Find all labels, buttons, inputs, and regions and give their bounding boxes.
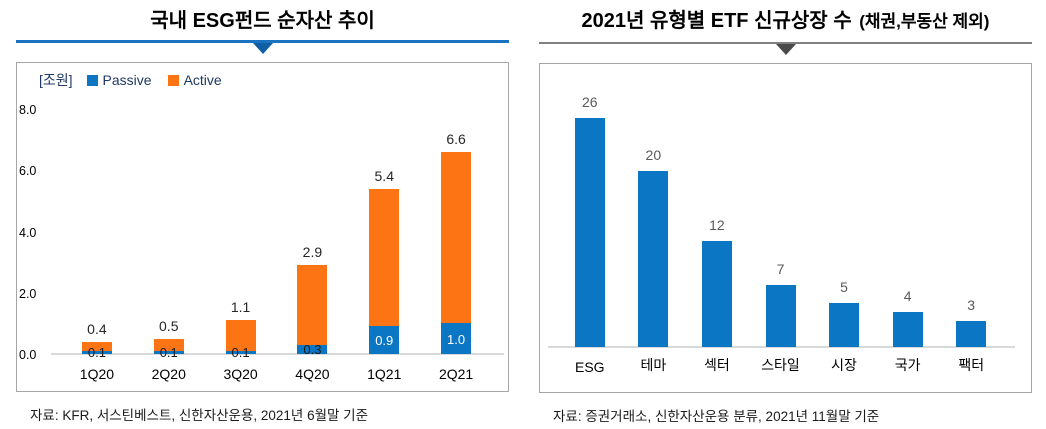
total-label: 5.4 <box>374 167 394 184</box>
left-panel: 국내 ESG펀드 순자산 추이 [조원] Passive Active 0.0 2.… <box>16 10 509 423</box>
passive-label: 0.3 <box>303 342 322 358</box>
y-tick-label: 2.0 <box>19 286 37 301</box>
x-category-label: 국가 <box>894 357 921 373</box>
bar-테마 <box>638 170 669 347</box>
legend-item-active: Active <box>167 72 222 88</box>
right-panel: 2021년 유형별 ETF 신규상장 수 (채권,부동산 제외) 26 ESG 20… <box>523 0 1046 429</box>
passive-label: 1.0 <box>447 331 466 347</box>
y-tick-label: 4.0 <box>19 225 37 240</box>
x-category-label: 2Q20 <box>151 366 186 382</box>
right-title-underline <box>539 42 1032 55</box>
total-label: 1.1 <box>230 299 251 316</box>
passive-label: 0.1 <box>87 345 106 361</box>
active-segment <box>225 320 256 351</box>
active-segment <box>441 151 472 324</box>
y-tick-label: 8.0 <box>19 103 37 118</box>
legend-item-passive: Passive <box>86 72 152 88</box>
legend-label: Active <box>183 72 222 88</box>
value-label: 20 <box>645 146 662 163</box>
x-category-label: 1Q21 <box>367 366 402 382</box>
bar-팩터 <box>956 320 987 347</box>
y-tick-label: 0.0 <box>19 348 37 362</box>
left-chart: [조원] Passive Active 0.0 2.0 4.0 6.0 8.0 0.4 0.1… <box>16 62 509 392</box>
total-label: 2.9 <box>302 244 323 261</box>
left-plot-area: 0.0 2.0 4.0 6.0 8.0 0.4 0.1 1Q20 0.5 0.1 2Q20 1.1 0.… <box>19 103 504 382</box>
value-label: 12 <box>709 217 725 234</box>
value-label: 3 <box>967 296 976 313</box>
passive-segment <box>441 323 472 354</box>
y-tick-label: 6.0 <box>19 164 37 179</box>
right-chart-title-suffix: (채권,부동산 제외) <box>859 12 990 31</box>
axis-unit-label: [조원] <box>39 72 73 88</box>
passive-label: 0.1 <box>159 345 178 361</box>
x-category-label: 시장 <box>831 357 857 373</box>
left-source-note: 자료: KFR, 서스틴베스트, 신한자산운용, 2021년 6월말 기준 <box>30 408 369 423</box>
bar-시장 <box>829 302 860 347</box>
total-label: 6.6 <box>446 130 466 147</box>
bar-국가 <box>892 311 923 347</box>
passive-segment <box>153 350 184 354</box>
bar-스타일 <box>765 285 796 347</box>
x-category-label: 1Q20 <box>79 366 115 382</box>
value-label: 26 <box>581 93 598 110</box>
passive-segment <box>225 350 256 354</box>
passive-segment <box>369 326 400 354</box>
x-category-label: 테마 <box>640 357 667 373</box>
left-title-underline <box>16 40 509 54</box>
bar-esg <box>574 117 605 347</box>
legend-swatch-icon <box>86 74 98 86</box>
left-chart-title: 국내 ESG펀드 순자산 추이 <box>150 10 375 32</box>
total-label: 0.5 <box>159 317 179 334</box>
x-axis-line <box>548 346 1015 348</box>
right-plot-area: 26 ESG 20 테마 12 섹터 7 스타일 5 시장 4 국가 3 팩터 <box>548 94 1015 375</box>
right-pointer-triangle-icon <box>775 44 796 55</box>
right-source-note: 자료: 증권거래소, 신한자산운용 분류, 2021년 11월말 기준 <box>553 409 880 424</box>
active-segment <box>81 341 112 351</box>
bar-섹터 <box>701 241 732 347</box>
passive-segment <box>297 344 328 354</box>
right-chart-title: 2021년 유형별 ETF 신규상장 수 (채권,부동산 제외) <box>539 8 1032 35</box>
left-chart-legend: [조원] Passive Active <box>39 70 238 90</box>
value-label: 7 <box>776 261 785 278</box>
total-label: 0.4 <box>87 320 107 337</box>
active-segment <box>369 188 400 327</box>
passive-segment <box>81 350 112 354</box>
right-chart-title-main: 2021년 유형별 ETF 신규상장 수 <box>581 10 852 32</box>
x-category-label: 4Q20 <box>295 366 330 382</box>
legend-label: Passive <box>102 72 152 88</box>
x-category-label: 스타일 <box>761 357 800 373</box>
passive-label: 0.9 <box>375 333 394 349</box>
passive-label: 0.1 <box>231 345 250 361</box>
x-category-label: ESG <box>575 359 605 375</box>
x-category-label: 2Q21 <box>438 366 474 382</box>
value-label: 4 <box>903 287 912 304</box>
x-category-label: 섹터 <box>704 357 730 373</box>
x-axis-line <box>51 353 504 355</box>
value-label: 5 <box>840 278 848 295</box>
x-category-label: 3Q20 <box>223 366 258 382</box>
x-category-label: 팩터 <box>958 357 985 373</box>
active-segment <box>297 265 328 345</box>
legend-swatch-icon <box>167 74 179 86</box>
active-segment <box>153 338 184 351</box>
left-pointer-triangle-icon <box>252 43 273 54</box>
right-chart: 26 ESG 20 테마 12 섹터 7 스타일 5 시장 4 국가 3 팩터 <box>539 63 1032 393</box>
